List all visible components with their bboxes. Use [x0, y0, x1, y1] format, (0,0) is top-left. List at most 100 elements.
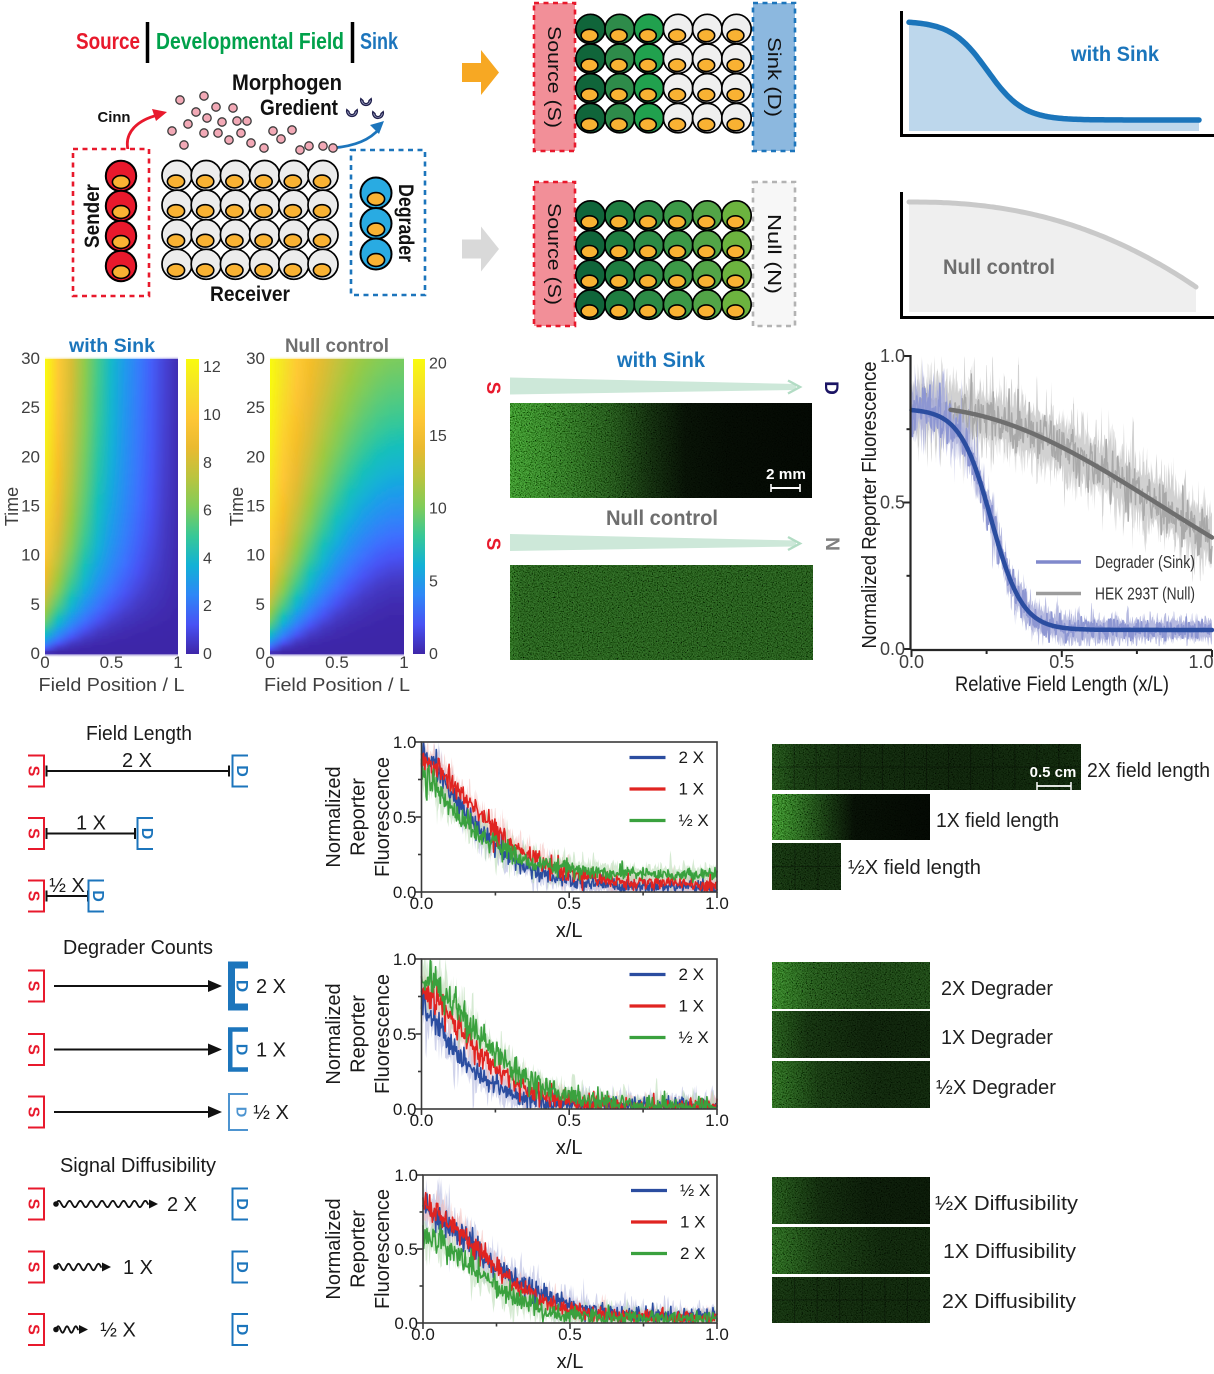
- svg-text:S: S: [25, 1199, 42, 1210]
- svg-text:Null control: Null control: [285, 336, 389, 357]
- svg-text:0.0: 0.0: [411, 1325, 435, 1344]
- svg-text:Field Length: Field Length: [86, 723, 192, 745]
- svg-text:2X Diffusibility: 2X Diffusibility: [942, 1291, 1076, 1313]
- svg-text:2: 2: [203, 598, 212, 615]
- svg-text:Source: Source: [76, 28, 140, 54]
- svg-text:S: S: [25, 981, 42, 992]
- svg-text:Time: Time: [2, 487, 22, 526]
- svg-text:1.0: 1.0: [393, 733, 417, 752]
- svg-text:2 mm: 2 mm: [766, 466, 806, 483]
- svg-text:0: 0: [265, 653, 274, 672]
- svg-text:D: D: [233, 980, 252, 992]
- svg-text:0: 0: [31, 644, 40, 663]
- svg-text:0: 0: [40, 653, 49, 672]
- svg-text:1 X: 1 X: [679, 780, 705, 799]
- svg-text:1X Diffusibility: 1X Diffusibility: [943, 1241, 1076, 1263]
- svg-text:Reporter: Reporter: [348, 995, 370, 1073]
- svg-text:10: 10: [203, 407, 221, 424]
- svg-text:S: S: [482, 382, 503, 395]
- svg-text:½ X: ½ X: [100, 1320, 136, 1342]
- svg-text:10: 10: [429, 501, 447, 518]
- svg-text:2 X: 2 X: [256, 976, 286, 998]
- svg-text:Normalized: Normalized: [323, 766, 345, 867]
- svg-text:0: 0: [203, 646, 212, 663]
- svg-text:D: D: [233, 1198, 250, 1210]
- svg-text:Fluorescence: Fluorescence: [372, 757, 394, 877]
- svg-text:Cinn: Cinn: [98, 109, 131, 126]
- svg-text:Null control: Null control: [943, 256, 1055, 279]
- svg-text:0.5: 0.5: [557, 894, 581, 913]
- svg-text:S: S: [25, 1324, 42, 1335]
- svg-text:Morphogen: Morphogen: [232, 70, 342, 95]
- svg-text:1: 1: [173, 653, 182, 672]
- svg-text:25: 25: [246, 398, 265, 417]
- svg-text:20: 20: [246, 447, 265, 466]
- svg-text:10: 10: [246, 546, 265, 565]
- svg-text:D: D: [233, 765, 250, 777]
- svg-text:1.0: 1.0: [394, 1166, 418, 1185]
- svg-text:Normalized: Normalized: [323, 983, 345, 1084]
- svg-text:S: S: [25, 891, 42, 902]
- svg-text:30: 30: [21, 349, 40, 368]
- svg-text:x/L: x/L: [557, 1351, 584, 1373]
- svg-text:HEK 293T (Null): HEK 293T (Null): [1095, 584, 1195, 604]
- svg-text:D: D: [233, 1261, 250, 1273]
- svg-text:1 X: 1 X: [680, 1213, 706, 1232]
- svg-text:Time: Time: [227, 487, 247, 526]
- svg-text:0.5: 0.5: [393, 808, 417, 827]
- svg-text:Sink (D): Sink (D): [764, 37, 784, 117]
- svg-text:1.0: 1.0: [393, 950, 417, 969]
- svg-text:4: 4: [203, 550, 212, 567]
- svg-text:1: 1: [399, 653, 408, 672]
- svg-text:2 X: 2 X: [122, 750, 152, 772]
- svg-text:1 X: 1 X: [679, 997, 705, 1016]
- svg-text:S: S: [25, 1262, 42, 1273]
- svg-text:Field Position / L: Field Position / L: [39, 675, 185, 695]
- svg-text:D: D: [233, 1044, 250, 1056]
- svg-text:½X Degrader: ½X Degrader: [936, 1077, 1056, 1099]
- svg-text:0.0: 0.0: [880, 639, 905, 659]
- svg-text:Degrader Counts: Degrader Counts: [63, 937, 213, 959]
- svg-text:Signal Diffusibility: Signal Diffusibility: [60, 1155, 216, 1177]
- svg-text:½ X: ½ X: [679, 1028, 709, 1047]
- svg-text:1.0: 1.0: [705, 1111, 729, 1130]
- svg-text:Normalized Reporter Fluorescen: Normalized Reporter Fluorescence: [859, 362, 881, 649]
- svg-text:Reporter: Reporter: [348, 778, 370, 856]
- svg-text:½ X: ½ X: [253, 1102, 289, 1124]
- svg-text:15: 15: [246, 497, 265, 516]
- svg-text:Receiver: Receiver: [210, 283, 290, 306]
- svg-text:2 X: 2 X: [167, 1194, 197, 1216]
- svg-text:Gredient: Gredient: [260, 95, 339, 120]
- svg-text:0.5: 0.5: [100, 653, 124, 672]
- svg-text:x/L: x/L: [556, 1137, 583, 1159]
- svg-text:5: 5: [256, 595, 265, 614]
- svg-text:0.0: 0.0: [394, 1314, 418, 1333]
- svg-text:Reporter: Reporter: [348, 1210, 370, 1288]
- svg-text:0.5: 0.5: [880, 493, 905, 513]
- svg-text:with Sink: with Sink: [68, 336, 155, 357]
- svg-text:Null control: Null control: [606, 507, 718, 530]
- svg-text:20: 20: [429, 355, 447, 372]
- svg-text:Null (N): Null (N): [764, 214, 784, 294]
- svg-text:Degrader: Degrader: [394, 184, 417, 262]
- svg-text:0.5: 0.5: [557, 1111, 581, 1130]
- svg-text:0.0: 0.0: [899, 652, 924, 672]
- svg-text:S: S: [25, 828, 42, 839]
- svg-text:0.0: 0.0: [393, 1100, 417, 1119]
- svg-text:20: 20: [21, 447, 40, 466]
- svg-text:½X Diffusibility: ½X Diffusibility: [935, 1193, 1078, 1215]
- svg-text:S: S: [482, 538, 503, 551]
- svg-text:1 X: 1 X: [76, 813, 106, 835]
- svg-text:Normalized: Normalized: [323, 1198, 345, 1299]
- svg-text:1 X: 1 X: [123, 1257, 153, 1279]
- svg-text:Fluorescence: Fluorescence: [372, 974, 394, 1094]
- svg-text:Relative Field Length (x/L): Relative Field Length (x/L): [955, 673, 1169, 696]
- svg-text:N: N: [821, 537, 842, 551]
- svg-text:Sink: Sink: [360, 28, 398, 54]
- svg-text:12: 12: [203, 359, 221, 376]
- svg-text:1 X: 1 X: [256, 1040, 286, 1062]
- svg-text:5: 5: [31, 595, 40, 614]
- svg-text:0.5: 0.5: [393, 1025, 417, 1044]
- svg-text:0.0: 0.0: [393, 883, 417, 902]
- svg-text:with Sink: with Sink: [616, 349, 705, 372]
